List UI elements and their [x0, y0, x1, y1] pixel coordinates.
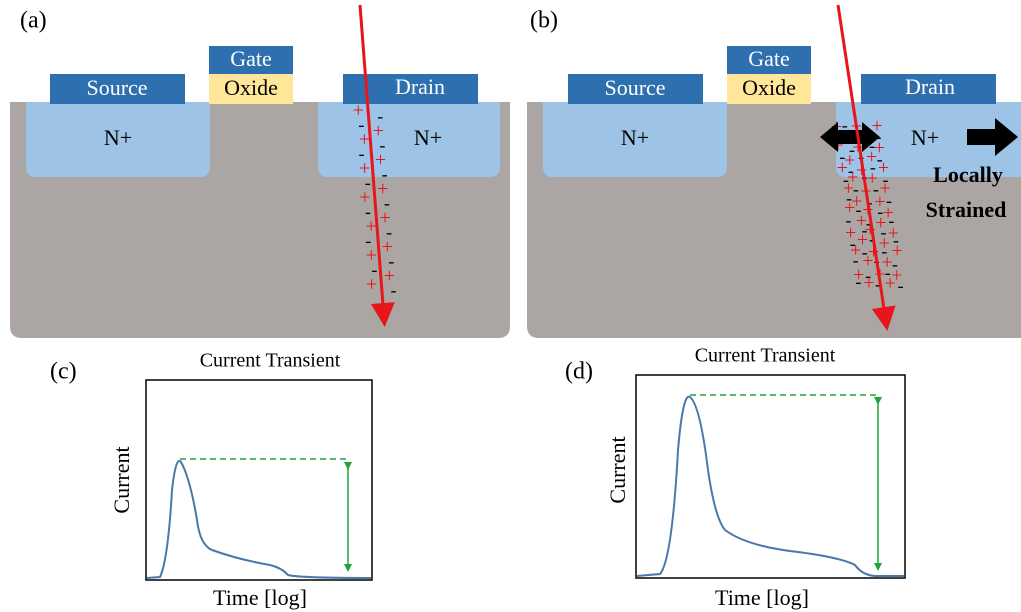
plot-frame: [146, 380, 372, 580]
well-label: N+: [414, 125, 442, 150]
positive-charge: +: [863, 272, 874, 294]
panel-label: (d): [565, 359, 593, 385]
plot-title: Current Transient: [200, 350, 341, 372]
well-label: N+: [621, 125, 649, 150]
positive-charge: +: [366, 274, 377, 296]
panel-b: (b) Source Gate Oxide Drain N+ N+ +-+-+-…: [527, 5, 1021, 338]
panel-label: (a): [20, 8, 47, 34]
well-label: N+: [104, 125, 132, 150]
current-curve: [637, 397, 904, 576]
panel-label: (c): [50, 359, 77, 385]
drain-label: Drain: [905, 74, 955, 99]
source-label: Source: [86, 75, 147, 100]
oxide-label: Oxide: [224, 75, 278, 100]
strain-note: Locally: [933, 162, 1003, 187]
strain-note: Strained: [926, 197, 1007, 222]
negative-charge: -: [391, 280, 397, 300]
figure: (a) Source Gate Oxide Drain N+ N+ +--++-…: [0, 0, 1021, 612]
source-label: Source: [604, 75, 665, 100]
y-label: Current: [109, 446, 134, 513]
x-label: Time [log]: [715, 585, 809, 610]
positive-charge: +: [885, 272, 896, 294]
panel-a: (a) Source Gate Oxide Drain N+ N+ +--++-…: [10, 5, 510, 338]
current-curve: [147, 461, 371, 578]
plot-d: (d) Current Transient Current Time [log]: [565, 345, 905, 610]
x-label: Time [log]: [213, 585, 307, 610]
n-well: [318, 102, 500, 177]
panel-label: (b): [530, 8, 558, 34]
negative-charge: -: [898, 276, 904, 296]
y-label: Current: [605, 436, 630, 503]
drain-label: Drain: [395, 74, 445, 99]
negative-charge: -: [855, 271, 861, 291]
gate-label: Gate: [748, 46, 790, 71]
plot-c: (c) Current Transient Current Time [log]: [50, 350, 372, 610]
plot-title: Current Transient: [695, 345, 836, 367]
oxide-label: Oxide: [742, 75, 796, 100]
well-label: N+: [911, 125, 939, 150]
gate-label: Gate: [230, 46, 272, 71]
